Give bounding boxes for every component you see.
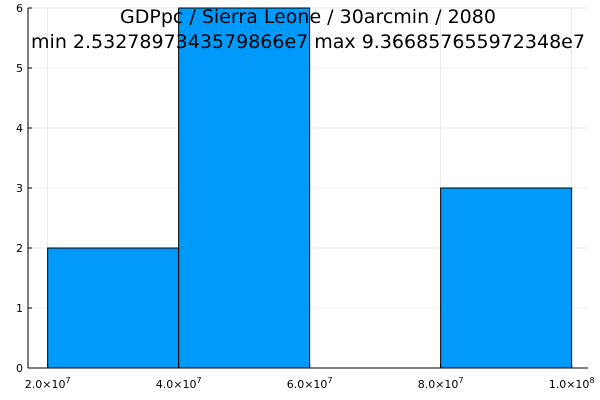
y-tick-label-4: 4 (16, 122, 23, 135)
chart-subtitle: min 2.5327897343579866e7 max 9.366857655… (31, 31, 585, 53)
histogram-bar-1 (178, 7, 311, 369)
chart-title: GDPpc / Sierra Leone / 30arcmin / 2080 (120, 6, 496, 28)
x-tick-label-0: 2.0×107 (25, 376, 71, 391)
histogram-bar-3 (440, 187, 573, 369)
y-tick-label-0: 0 (16, 362, 23, 375)
y-tick-label-2: 2 (16, 242, 23, 255)
histogram-bar-0 (47, 247, 180, 369)
y-tick-label-3: 3 (16, 182, 23, 195)
ticks-layer: 0 1 2 3 4 5 6 2.0×107 4.0×107 6.0×107 8.0×107 1.0×1… (16, 2, 595, 391)
x-tick-label-2: 6.0×107 (287, 376, 333, 391)
x-tick-label-4: 1.0×108 (549, 376, 595, 391)
y-tick-label-5: 5 (16, 62, 23, 75)
x-tick-label-3: 8.0×107 (418, 376, 464, 391)
x-tick-label-1: 4.0×107 (156, 376, 202, 391)
y-tick-label-6: 6 (16, 2, 23, 15)
bars-layer (47, 7, 573, 369)
title-layer: GDPpc / Sierra Leone / 30arcmin / 2080 m… (31, 6, 585, 53)
y-tick-label-1: 1 (16, 302, 23, 315)
